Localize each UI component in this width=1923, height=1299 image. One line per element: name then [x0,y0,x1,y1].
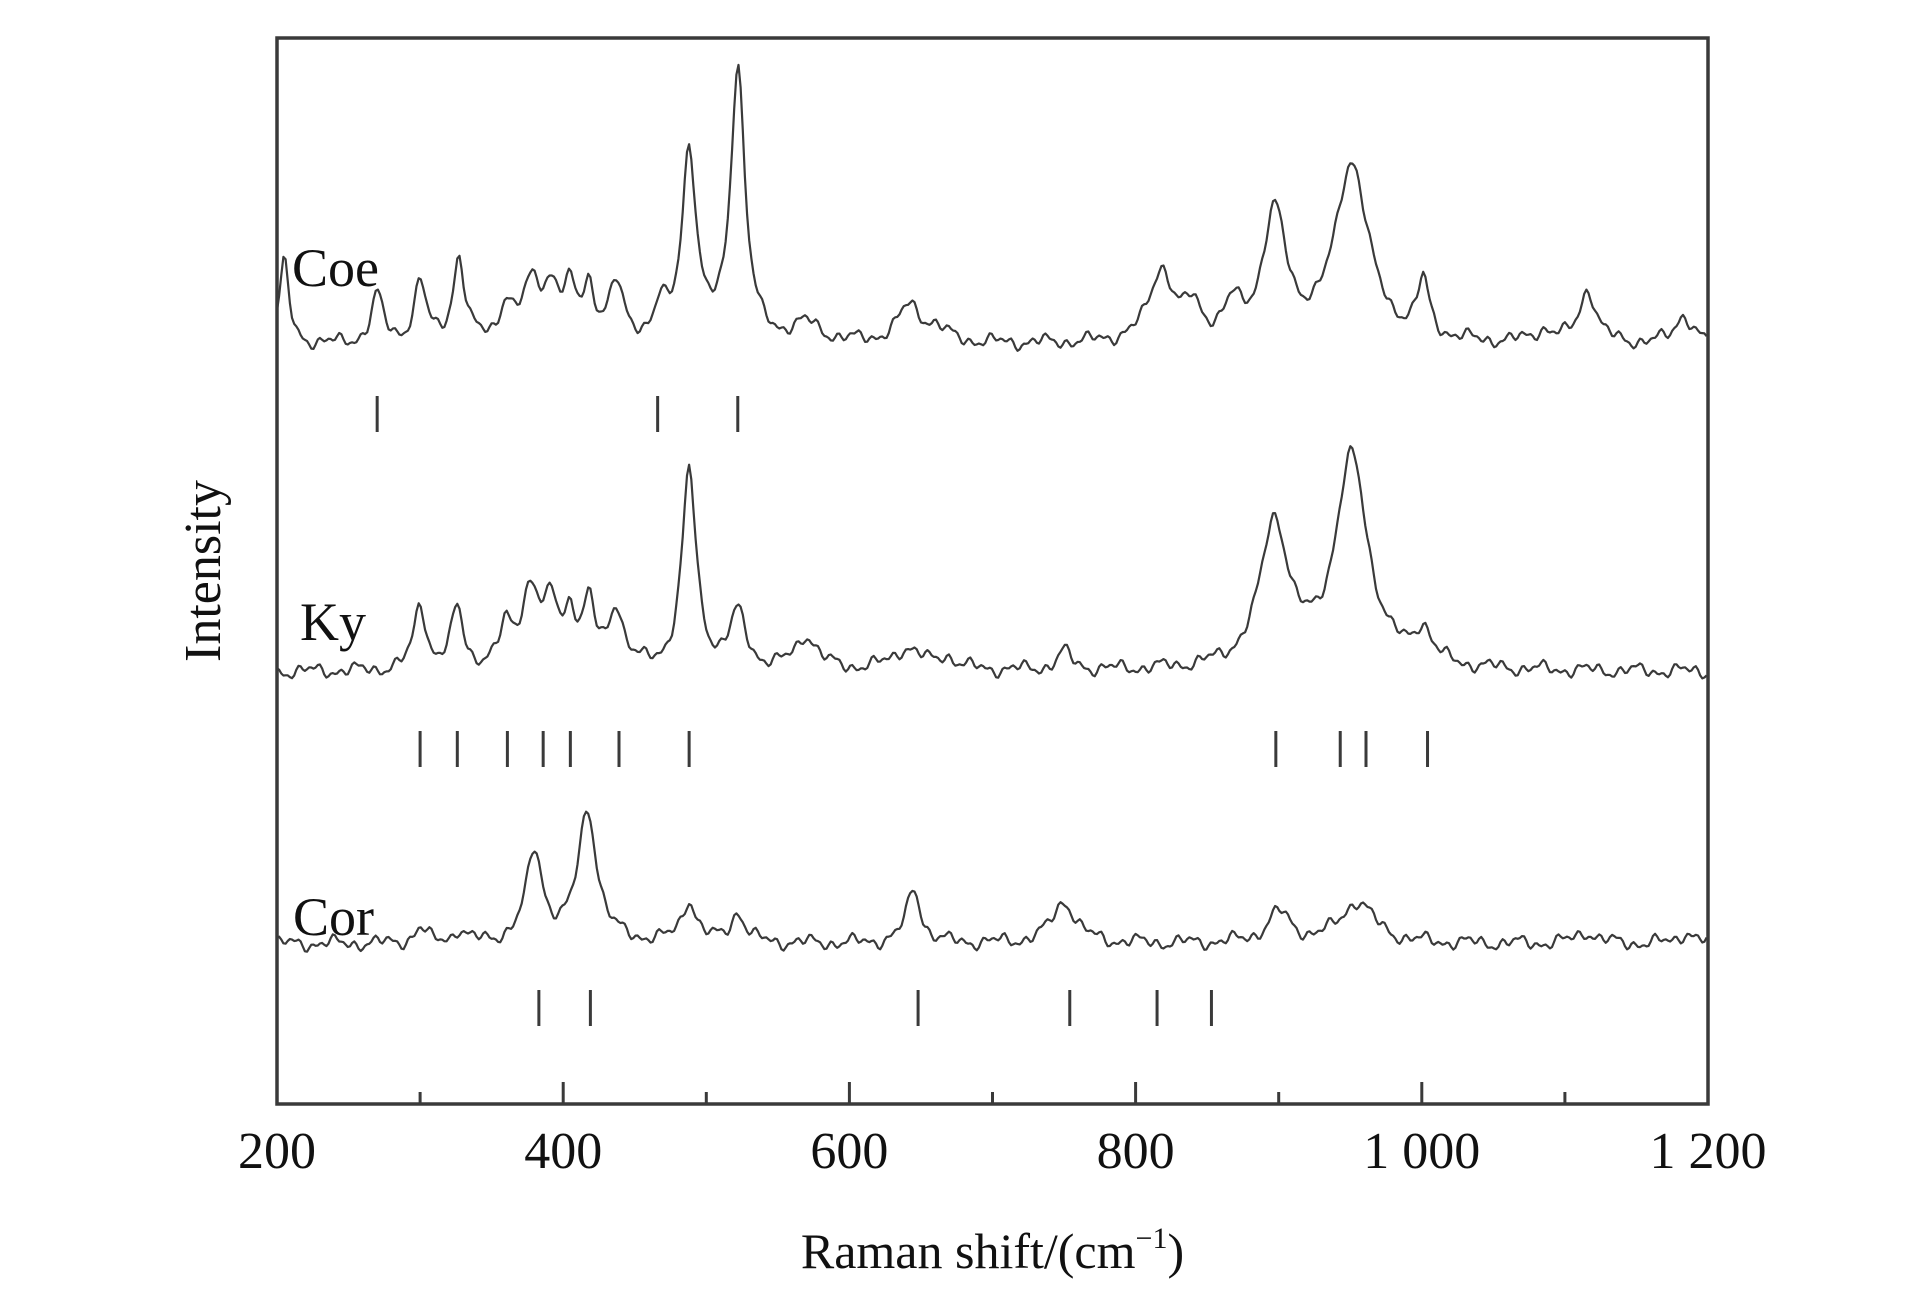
x-axis-label-superscript: −1 [1136,1222,1168,1255]
plot-frame [275,36,1710,1106]
series-line-cor [276,810,1708,953]
series-line-ky [276,445,1708,680]
x-tick-label-1000: 1 000 [1363,1123,1480,1180]
x-tick-label-1200: 1 200 [1650,1123,1767,1180]
series-label-coe: Coe [292,238,379,298]
series-label-cor: Cor [293,887,374,947]
series-label-ky: Ky [300,592,366,652]
y-axis-label: Intensity [175,480,232,662]
x-tick-label-200: 200 [238,1123,316,1180]
x-tick-label-800: 800 [1097,1123,1175,1180]
x-tick-label-400: 400 [524,1123,602,1180]
x-axis-label: Raman shift/(cm−1) [801,1222,1184,1279]
reference-ticks-layer [375,396,1430,1026]
x-axis-label-main: Raman shift/(cm [801,1223,1136,1279]
series-line-coe [275,63,1708,352]
series-label-layer: Coe Ky Cor [292,238,379,947]
x-tick-label-600: 600 [810,1123,888,1180]
axis-layer: 200 400 600 800 1 000 1 200 [238,1082,1767,1180]
x-axis-label-close: ) [1167,1223,1184,1279]
series-layer [275,63,1708,953]
